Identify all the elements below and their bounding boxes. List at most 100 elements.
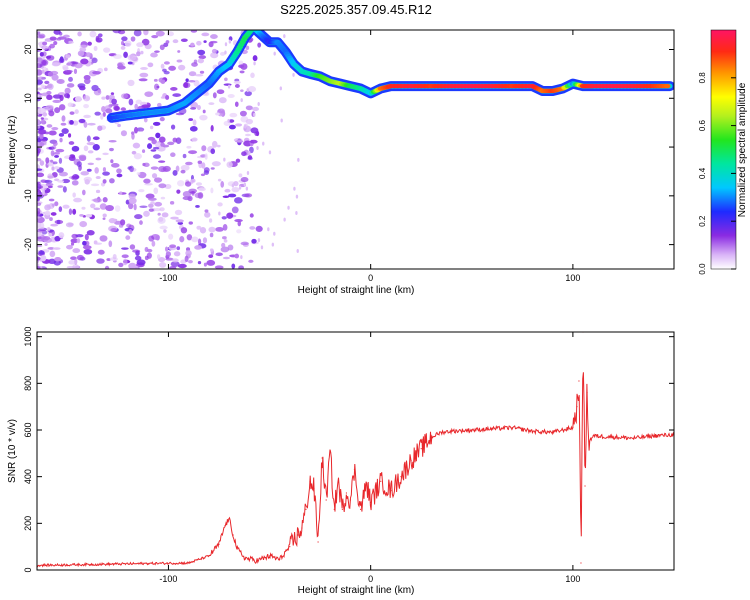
noise-speckle [145,193,155,199]
x-tick-label: 0 [368,273,373,283]
noise-speckle [52,247,61,250]
snr-point [588,441,590,443]
snr-point [450,430,453,432]
noise-speckle [151,34,159,39]
noise-speckle [252,55,258,62]
noise-speckle [231,206,239,214]
noise-speckle [72,120,79,126]
noise-speckle [47,175,55,179]
noise-speckle [58,171,68,177]
y-tick-label: -10 [23,189,33,202]
noise-speckle [78,118,86,124]
noise-speckle [167,141,175,146]
noise-speckle [52,141,58,147]
colorbar-label: Normalized spectral amplitude [737,82,748,217]
noise-speckle [148,203,154,208]
noise-speckle [295,194,299,199]
snr-point [572,427,574,429]
noise-speckle [41,235,51,241]
noise-speckle [74,95,82,103]
noise-speckle [134,103,138,110]
noise-speckle [65,54,71,59]
noise-speckle [136,51,141,57]
noise-speckle [177,50,181,53]
noise-speckle [231,187,240,193]
noise-speckle [48,198,55,202]
noise-speckle [234,84,240,88]
noise-speckle [175,165,180,172]
noise-speckle [218,211,221,216]
spectrogram-plot-area [37,30,674,269]
noise-speckle [170,261,180,267]
noise-speckle [177,263,187,269]
noise-speckle [37,119,41,125]
noise-speckle [247,86,257,93]
noise-speckle [59,137,63,143]
noise-speckle [134,265,139,269]
noise-speckle [52,94,62,99]
noise-speckle [245,186,249,191]
noise-speckle [140,67,148,70]
noise-speckle [223,83,232,86]
noise-speckle [160,63,165,69]
noise-speckle [54,166,60,170]
noise-speckle [119,191,123,195]
snr-point [244,557,246,559]
noise-speckle [249,146,254,154]
snr-point [440,431,443,433]
noise-speckle [99,235,108,242]
noise-speckle [83,95,91,102]
spectrogram-ylabel: Frequency (Hz) [7,116,18,185]
noise-speckle [222,223,228,231]
y-tick-label: 200 [23,516,33,531]
noise-speckle [153,208,161,212]
noise-speckle [150,149,157,152]
noise-speckle [204,209,209,213]
snr-frame [36,331,675,571]
noise-speckle [37,147,41,154]
colorbar-tick-label: 0.0 [698,263,707,275]
noise-speckle [143,30,149,36]
noise-speckle [197,238,202,245]
snr-point [236,548,238,550]
noise-speckle [194,73,204,77]
noise-speckle [102,171,110,176]
noise-speckle [180,227,188,234]
noise-speckle [104,67,108,72]
noise-speckle [228,124,236,130]
noise-speckle [144,91,154,97]
noise-speckle [58,133,65,137]
noise-speckle [164,246,169,252]
noise-speckle [87,41,92,46]
noise-speckle [180,38,188,42]
noise-speckle [223,157,226,162]
noise-speckle [208,41,214,48]
noise-speckle [68,155,76,162]
noise-speckle [125,235,131,240]
noise-speckle [150,166,159,170]
snr-point [279,558,281,561]
noise-speckle [287,205,290,210]
ridge-point [250,25,256,29]
noise-speckle [125,199,130,205]
noise-speckle [262,141,265,146]
noise-speckle [200,173,206,177]
noise-speckle [255,225,263,232]
snr-point [390,490,392,492]
noise-speckle [67,40,74,44]
noise-speckle [48,110,55,117]
noise-speckle [280,118,283,123]
snr-point [580,562,582,564]
noise-speckle [150,201,155,205]
noise-speckle [92,136,100,141]
noise-speckle [67,133,72,138]
noise-speckle [82,245,92,250]
snr-point [341,508,343,510]
noise-speckle [85,52,92,58]
noise-speckle [61,178,71,184]
noise-speckle [194,245,202,250]
snr-point [228,518,230,520]
noise-speckle [66,83,75,88]
noise-speckle [228,39,232,44]
noise-speckle [182,190,192,198]
